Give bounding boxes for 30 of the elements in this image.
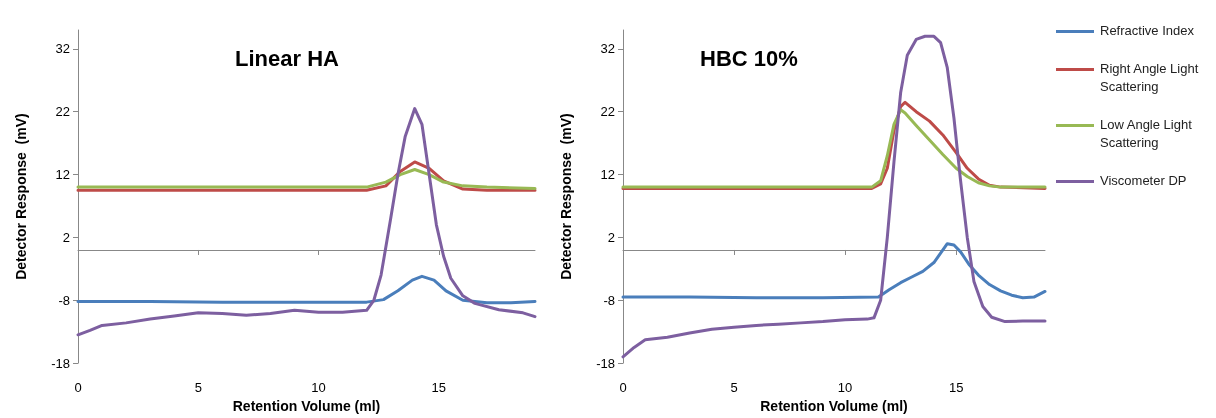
x-tick-label: 10 — [837, 380, 853, 396]
y-tick-label: 12 — [600, 167, 615, 183]
x-tick-label: 15 — [431, 380, 447, 396]
x-tick-label: 5 — [194, 380, 202, 396]
y-tick-label: -18 — [51, 355, 70, 371]
y-tick-label: 32 — [600, 41, 615, 57]
x-tick-label: 0 — [74, 380, 82, 396]
text: HBC 10% — [700, 45, 798, 71]
y-tick-label: 2 — [607, 229, 615, 245]
y-tick-label: 32 — [55, 41, 70, 57]
y-tick-label: -18 — [596, 355, 615, 371]
y-axis-title: Detector Response (mV) — [558, 113, 574, 280]
x-tick-label: 15 — [948, 380, 964, 396]
x-axis-title: Retention Volume (ml) — [232, 398, 381, 414]
legend-label: Low Angle Light Scattering — [1100, 116, 1193, 152]
y-tick-label: -8 — [58, 292, 70, 308]
y-tick-label: 2 — [62, 229, 70, 245]
text: Linear HA — [235, 45, 340, 71]
y-tick-label: 22 — [600, 104, 615, 120]
y-tick-label: -8 — [603, 292, 615, 308]
y-axis-title: Detector Response (mV) — [13, 113, 29, 280]
y-tick-label: 12 — [55, 167, 70, 183]
legend-label: Right Angle Light Scattering — [1100, 60, 1200, 96]
x-tick-label: 10 — [311, 380, 326, 396]
legend-label: Viscometer DP — [1100, 172, 1188, 190]
x-axis-title: Retention Volume (ml) — [760, 398, 908, 414]
y-tick-label: 22 — [55, 104, 70, 120]
x-tick-label: 0 — [619, 380, 627, 396]
legend-label: Refractive Index — [1100, 22, 1195, 40]
x-tick-label: 5 — [730, 380, 738, 396]
